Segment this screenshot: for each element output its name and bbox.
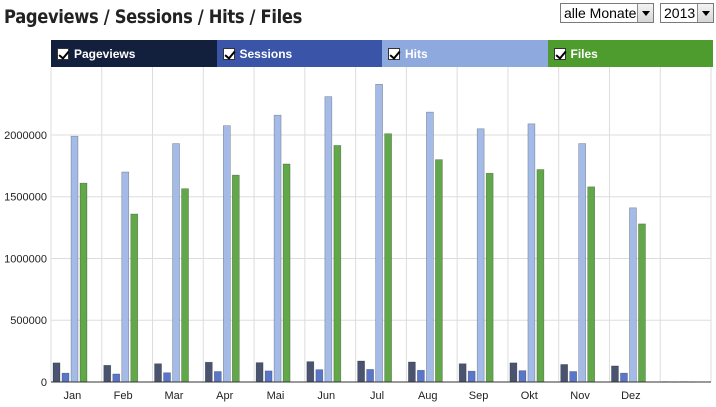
bar-sessions <box>467 370 476 383</box>
bar-sessions <box>163 372 171 383</box>
bar-files <box>333 145 342 383</box>
chevron-down-icon[interactable] <box>637 4 653 22</box>
month-select-value: alle Monate <box>564 5 637 21</box>
legend-label: Sessions <box>239 46 293 61</box>
bar-sessions <box>569 371 577 383</box>
year-select-value: 2013 <box>664 5 696 21</box>
bar-sessions <box>264 370 273 383</box>
bar-hits <box>426 111 434 383</box>
year-select[interactable]: 2013 <box>660 3 714 23</box>
bar-files <box>384 133 392 383</box>
x-tick-label: Apr <box>216 390 233 402</box>
x-tick-label: Okt <box>521 390 538 402</box>
x-tick-label: Mai <box>267 390 285 402</box>
page-title: Pageviews / Sessions / Hits / Files <box>4 6 302 28</box>
bar-files <box>79 182 88 383</box>
bar-hits <box>223 125 231 383</box>
x-tick-label: Jan <box>64 390 82 402</box>
bar-hits <box>121 171 130 383</box>
bar-pageviews <box>611 365 619 383</box>
legend-label: Files <box>570 46 598 61</box>
checkbox-icon[interactable] <box>222 47 235 60</box>
bar-sessions <box>214 371 222 383</box>
bar-files <box>181 188 189 383</box>
bar-pageviews <box>306 361 315 383</box>
bar-hits <box>375 83 383 383</box>
x-tick-label: Jul <box>370 390 384 402</box>
bar-files <box>435 159 443 383</box>
y-tick-label: 0 <box>41 377 47 389</box>
bar-files <box>130 213 139 383</box>
legend-item-pageviews[interactable]: Pageviews <box>51 40 217 67</box>
x-tick-label: Jun <box>317 390 335 402</box>
bar-files <box>485 172 494 383</box>
bar-hits <box>273 114 282 383</box>
bar-sessions <box>315 369 324 383</box>
bar-files <box>638 223 646 383</box>
bar-files <box>536 169 545 383</box>
bar-sessions <box>112 373 121 383</box>
y-tick-label: 500000 <box>10 315 47 327</box>
y-tick-label: 1500000 <box>4 192 47 204</box>
checkbox-icon[interactable] <box>553 47 566 60</box>
bar-pageviews <box>255 362 264 383</box>
checkbox-icon[interactable] <box>57 47 69 60</box>
chevron-down-icon[interactable] <box>697 4 713 22</box>
x-tick-label: Aug <box>418 390 438 402</box>
y-tick-label: 1000000 <box>4 253 47 265</box>
chart-legend: Pageviews Sessions Hits Files <box>51 40 713 67</box>
legend-item-files[interactable]: Files <box>547 40 713 67</box>
x-tick-label: Dez <box>621 390 641 402</box>
bar-pageviews <box>103 365 112 383</box>
bar-hits <box>578 143 586 383</box>
x-tick-label: Feb <box>114 390 133 402</box>
bar-files <box>232 174 240 383</box>
bar-hits <box>70 135 79 383</box>
legend-item-hits[interactable]: Hits <box>382 40 548 67</box>
bar-files <box>587 186 595 383</box>
bar-hits <box>172 143 180 383</box>
bar-hits <box>476 128 485 383</box>
bar-hits <box>324 96 333 383</box>
bar-hits <box>629 207 637 383</box>
bar-sessions <box>417 369 425 383</box>
bar-sessions <box>518 370 527 383</box>
y-tick-label: 2000000 <box>4 130 47 142</box>
x-tick-label: Sep <box>469 390 489 402</box>
legend-item-sessions[interactable]: Sessions <box>216 40 382 67</box>
bar-pageviews <box>509 362 518 383</box>
bar-pageviews <box>560 364 568 383</box>
bar-pageviews <box>408 361 416 383</box>
bar-sessions <box>620 372 628 383</box>
bar-sessions <box>61 372 70 383</box>
x-tick-label: Nov <box>570 390 590 402</box>
bar-hits <box>527 123 536 383</box>
bar-pageviews <box>52 362 61 383</box>
legend-label: Pageviews <box>74 46 136 61</box>
bar-pageviews <box>458 363 467 383</box>
bar-pageviews <box>357 360 365 383</box>
bar-pageviews <box>154 363 162 383</box>
month-select[interactable]: alle Monate <box>560 3 654 23</box>
bar-files <box>282 163 291 383</box>
checkbox-icon[interactable] <box>388 47 400 60</box>
legend-label: Hits <box>405 46 428 61</box>
bar-pageviews <box>205 361 213 383</box>
bar-sessions <box>366 369 374 383</box>
x-tick-label: Mar <box>164 390 183 402</box>
